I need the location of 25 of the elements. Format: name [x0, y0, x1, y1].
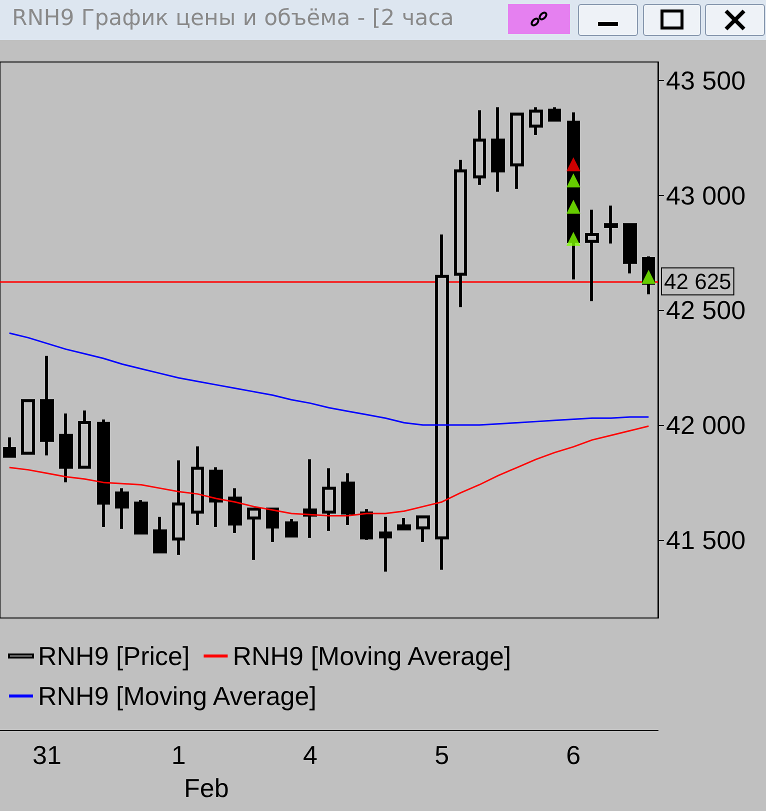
y-tick-label: 42 000: [666, 410, 746, 440]
y-tick-label: 43 500: [666, 65, 746, 96]
point: [566, 157, 580, 172]
x-tick-label: 4: [302, 740, 318, 770]
legend-label: RNH9 [Moving Average]: [232, 641, 512, 671]
y-tick-label: 43 000: [666, 180, 746, 210]
point: [566, 232, 580, 246]
line-series: [8, 332, 650, 426]
legend-label: RNH9 [Price]: [38, 641, 190, 671]
candlestick: [397, 516, 411, 530]
x-tick-label: 5: [434, 740, 450, 770]
text: Feb: [184, 773, 229, 803]
y-tick-label: 41 500: [666, 524, 746, 555]
point: [642, 270, 656, 284]
x-tick-label: 31: [32, 740, 62, 770]
candlestick: [21, 399, 35, 455]
point: [566, 200, 580, 214]
y-tick-label: 42 500: [666, 295, 746, 326]
chart-title: RNH9 График цены и объёма - [2 часа: [12, 6, 454, 31]
x-tick-label: 1: [171, 740, 186, 770]
point: [566, 173, 580, 188]
legend-label: RNH9 [Moving Average]: [38, 681, 316, 711]
ref-line-label: 42 625: [664, 268, 732, 294]
x-tick-label: 6: [566, 740, 581, 770]
line-series: [8, 425, 650, 517]
